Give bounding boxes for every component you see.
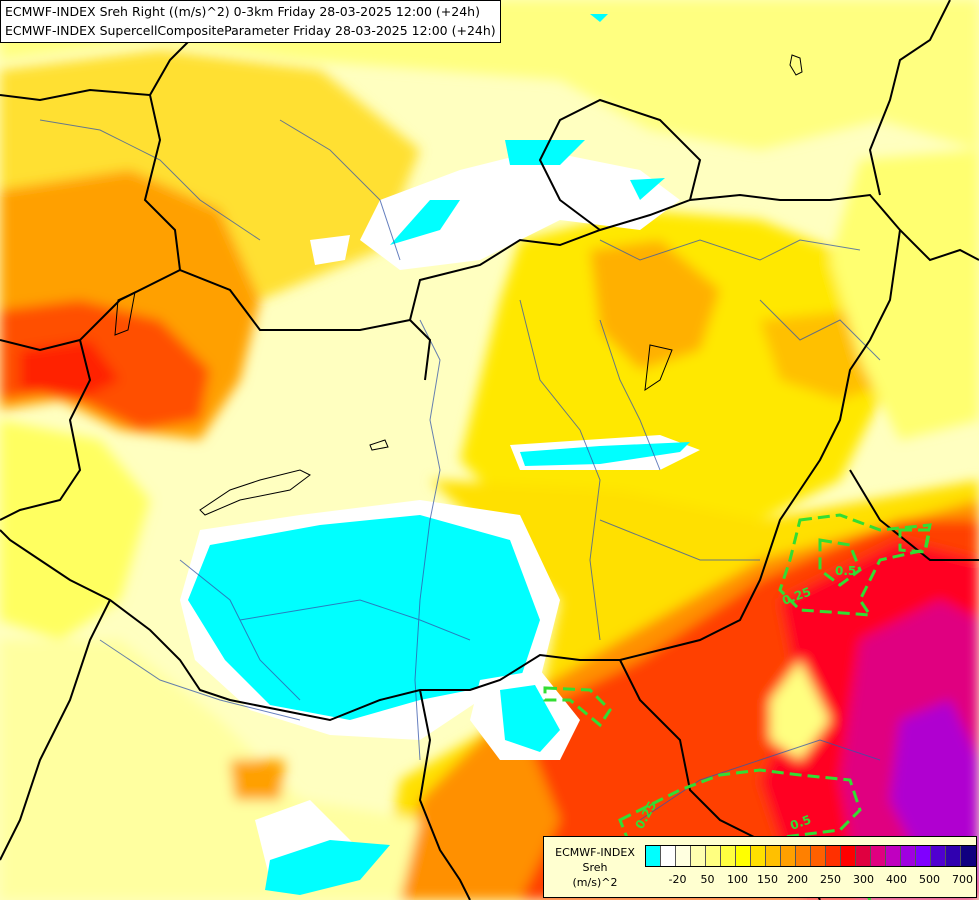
rivers [39, 119, 881, 821]
legend-swatch [706, 846, 721, 866]
legend-swatch [691, 846, 706, 866]
field-purple-se [890, 700, 979, 880]
legend-ticks: -20 50 100 150 200 250 300 400 500 700 [645, 873, 975, 889]
scp-label-3: 0.5 [788, 812, 813, 832]
scp-label-1: 0.5 [835, 564, 856, 578]
legend-swatch [796, 846, 811, 866]
low-srh-zones [180, 14, 700, 895]
legend-swatch [931, 846, 946, 866]
cyan-lake-center [188, 515, 540, 720]
legend-tick-label: 150 [757, 873, 778, 886]
legend-swatch [916, 846, 931, 866]
cyan-north-3 [630, 178, 665, 200]
legend-swatch [886, 846, 901, 866]
legend-swatch [766, 846, 781, 866]
legend-tick-label: 700 [952, 873, 973, 886]
lake-outlines [114, 54, 803, 516]
title-line-scp: ECMWF-INDEX SupercellCompositeParameter … [5, 23, 496, 38]
cyan-north-1 [390, 200, 460, 245]
cyan-north-4 [590, 14, 608, 22]
legend-swatch [961, 846, 976, 866]
legend-tick-label: 50 [700, 873, 715, 886]
field-yellow-hole-se [770, 660, 830, 760]
legend-tick-label: 400 [886, 873, 907, 886]
field-orange-spot-sw [230, 760, 285, 800]
map-title-box: ECMWF-INDEX Sreh Right ((m/s)^2) 0-3km F… [0, 0, 501, 43]
legend-title: ECMWF-INDEX Sreh (m/s)^2 [550, 845, 640, 890]
cyan-strip [520, 442, 690, 466]
legend-swatch [856, 846, 871, 866]
legend-tick-label: 200 [787, 873, 808, 886]
legend-tick-label: 100 [727, 873, 748, 886]
legend-swatch [751, 846, 766, 866]
legend-swatch [946, 846, 961, 866]
field-yellow-west-south [0, 420, 150, 640]
legend-tick-label: -20 [668, 873, 687, 886]
legend-swatch [781, 846, 796, 866]
legend-swatch [721, 846, 736, 866]
white-spot-nw [310, 235, 350, 265]
cyan-north-2 [505, 140, 585, 165]
legend-swatch [811, 846, 826, 866]
legend-swatch [661, 846, 676, 866]
field-redder-west [20, 340, 120, 400]
legend-title-line1: ECMWF-INDEX [555, 846, 635, 859]
legend-swatch [676, 846, 691, 866]
legend-tick-label: 300 [853, 873, 874, 886]
legend-title-line3: (m/s)^2 [572, 876, 618, 889]
legend-swatch [826, 846, 841, 866]
legend-swatch [736, 846, 751, 866]
white-halo-north [360, 150, 680, 270]
field-orange-center [590, 240, 720, 370]
cyan-sw [265, 840, 390, 895]
legend-swatch [871, 846, 886, 866]
legend-title-line2: Sreh [582, 861, 608, 874]
legend-color-bar [645, 845, 977, 867]
legend-tick-label: 250 [820, 873, 841, 886]
field-yellow-east [830, 150, 979, 440]
title-line-sreh: ECMWF-INDEX Sreh Right ((m/s)^2) 0-3km F… [5, 4, 480, 19]
cyan-south [500, 685, 560, 752]
legend-swatch [646, 846, 661, 866]
color-legend: ECMWF-INDEX Sreh (m/s)^2 -20 50 100 150 200 2… [543, 836, 977, 898]
legend-swatch [901, 846, 916, 866]
legend-swatch [841, 846, 856, 866]
legend-tick-label: 500 [919, 873, 940, 886]
